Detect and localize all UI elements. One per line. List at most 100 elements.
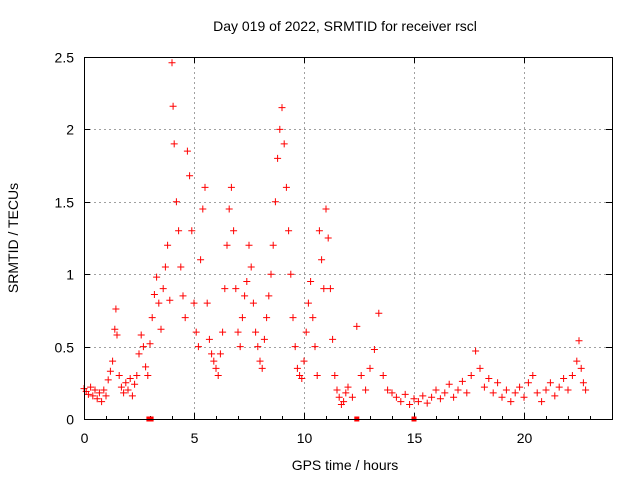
data-point bbox=[542, 386, 550, 394]
data-point bbox=[436, 395, 444, 403]
data-point bbox=[148, 314, 156, 322]
data-point bbox=[161, 263, 169, 271]
data-point bbox=[463, 389, 471, 397]
data-point bbox=[335, 393, 343, 401]
data-point bbox=[392, 393, 400, 401]
data-point bbox=[183, 147, 191, 155]
data-point bbox=[254, 343, 262, 351]
plot-frame bbox=[84, 57, 613, 420]
data-point bbox=[313, 372, 321, 380]
data-point bbox=[309, 314, 317, 322]
data-point bbox=[214, 372, 222, 380]
data-point bbox=[428, 393, 436, 401]
data-point bbox=[100, 386, 108, 394]
data-point bbox=[524, 379, 532, 387]
data-point bbox=[320, 285, 328, 293]
data-point bbox=[247, 263, 255, 271]
data-point bbox=[498, 393, 506, 401]
data-point bbox=[276, 125, 284, 133]
data-point bbox=[579, 379, 587, 387]
data-point bbox=[370, 345, 378, 353]
data-point bbox=[529, 372, 537, 380]
y-tick-label: 0 bbox=[66, 412, 74, 428]
data-point bbox=[139, 343, 147, 351]
data-point bbox=[340, 398, 348, 406]
data-point bbox=[223, 241, 231, 249]
data-point bbox=[388, 389, 396, 397]
x-tick-label: 5 bbox=[191, 430, 199, 446]
x-tick-label: 15 bbox=[407, 430, 423, 446]
data-point bbox=[104, 376, 112, 384]
data-point bbox=[401, 390, 409, 398]
data-point bbox=[124, 386, 132, 394]
data-point bbox=[249, 299, 257, 307]
data-point bbox=[304, 299, 312, 307]
data-point bbox=[432, 386, 440, 394]
data-point bbox=[260, 335, 268, 343]
data-point bbox=[324, 234, 332, 242]
data-point bbox=[322, 205, 330, 213]
data-point bbox=[291, 343, 299, 351]
data-point bbox=[293, 364, 301, 372]
data-point bbox=[201, 183, 209, 191]
data-point bbox=[302, 328, 310, 336]
data-point bbox=[84, 390, 92, 398]
data-point bbox=[238, 314, 246, 322]
data-point bbox=[467, 372, 475, 380]
data-point bbox=[318, 256, 326, 264]
x-tick-label: 10 bbox=[297, 430, 313, 446]
data-point bbox=[458, 377, 466, 385]
data-point bbox=[269, 241, 277, 249]
y-axis-label: SRMTID / TECUs bbox=[5, 183, 21, 293]
data-point bbox=[112, 305, 120, 313]
data-point bbox=[169, 102, 177, 110]
data-point bbox=[516, 383, 524, 391]
data-point bbox=[175, 227, 183, 235]
data-point bbox=[546, 379, 554, 387]
data-point bbox=[445, 380, 453, 388]
y-tick-label: 0.5 bbox=[55, 340, 75, 356]
data-point bbox=[267, 270, 275, 278]
data-point bbox=[476, 364, 484, 372]
data-point bbox=[489, 389, 497, 397]
data-point bbox=[232, 285, 240, 293]
data-point bbox=[362, 386, 370, 394]
data-point bbox=[326, 285, 334, 293]
data-point bbox=[153, 273, 161, 281]
data-point bbox=[243, 277, 251, 285]
data-point bbox=[172, 198, 180, 206]
data-point bbox=[142, 363, 150, 371]
data-point bbox=[274, 154, 282, 162]
data-point bbox=[157, 325, 165, 333]
data-point bbox=[348, 393, 356, 401]
data-point bbox=[236, 343, 244, 351]
data-point bbox=[282, 183, 290, 191]
data-point bbox=[115, 372, 123, 380]
data-point bbox=[159, 285, 167, 293]
data-point bbox=[289, 314, 297, 322]
data-point bbox=[285, 227, 293, 235]
data-point bbox=[480, 383, 488, 391]
data-point bbox=[472, 347, 480, 355]
data-point bbox=[150, 290, 158, 298]
data-point bbox=[315, 227, 323, 235]
data-point bbox=[258, 364, 266, 372]
data-point bbox=[93, 395, 101, 403]
data-point bbox=[287, 270, 295, 278]
data-point bbox=[203, 299, 211, 307]
data-point bbox=[146, 340, 154, 348]
data-point bbox=[216, 350, 224, 358]
data-point bbox=[109, 357, 117, 365]
data-point bbox=[133, 372, 141, 380]
data-point bbox=[582, 386, 590, 394]
data-point bbox=[131, 380, 139, 388]
data-point bbox=[87, 383, 95, 391]
data-point bbox=[227, 183, 235, 191]
data-point bbox=[234, 328, 242, 336]
data-point bbox=[89, 392, 97, 400]
data-point bbox=[164, 241, 172, 249]
data-point bbox=[252, 328, 260, 336]
data-point bbox=[485, 374, 493, 382]
data-point bbox=[551, 392, 559, 400]
